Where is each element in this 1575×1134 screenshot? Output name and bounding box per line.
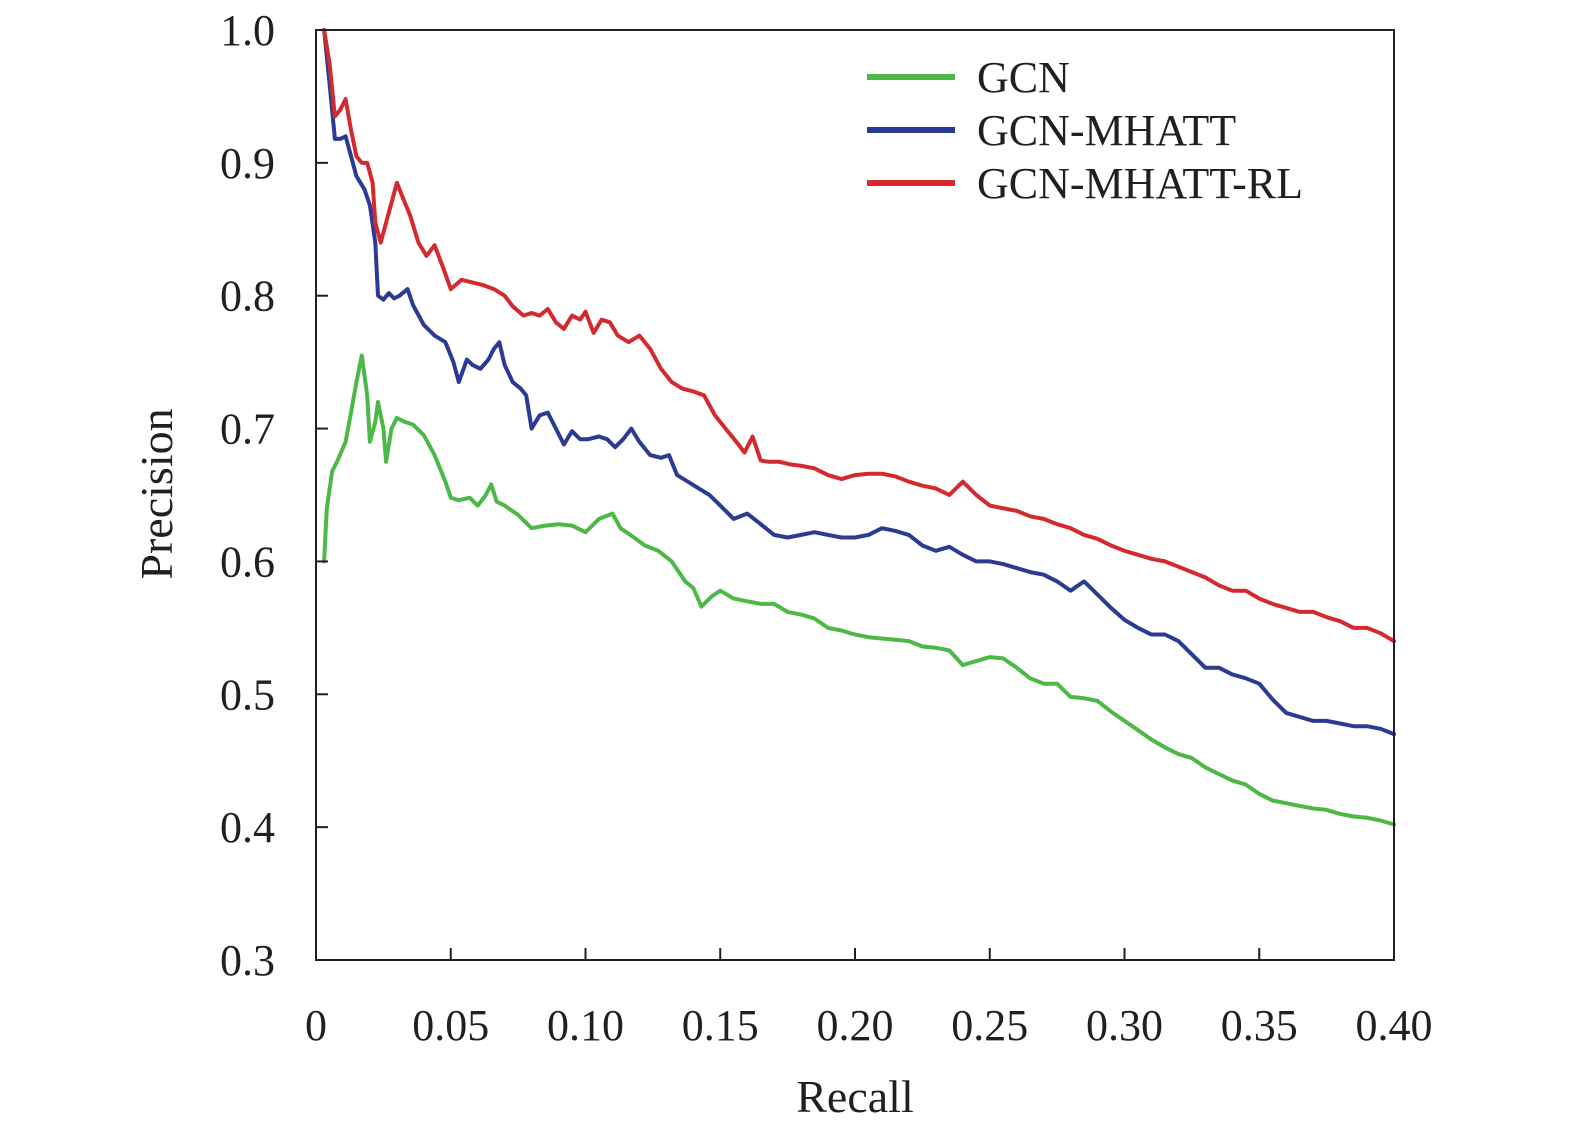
series-line-gcn [322,353,1396,827]
y-tick-label: 1.0 [220,6,275,55]
y-tick-label: 0.6 [220,537,275,586]
x-axis: 0 0.05 0.10 0.15 0.20 0.25 0.30 0.35 0.40 [305,948,1433,1050]
series-layer [322,28,1396,827]
y-tick-label: 0.8 [220,272,275,321]
y-tick-label: 0.9 [220,139,275,188]
x-axis-title: Recall [796,1071,914,1122]
series-line-gcn-mhatt-rl [322,28,1396,644]
legend-label-gcn-mhatt-rl: GCN-MHATT-RL [977,159,1303,208]
x-tick-label: 0.10 [547,1001,624,1050]
legend-label-gcn-mhatt: GCN-MHATT [977,106,1236,155]
x-tick-label: 0.40 [1356,1001,1433,1050]
x-tick-label: 0.30 [1086,1001,1163,1050]
x-tick-label: 0.15 [682,1001,759,1050]
y-axis-title: Precision [131,408,182,579]
y-tick-label: 0.3 [220,936,275,985]
x-tick-label: 0.20 [817,1001,894,1050]
y-tick-label: 0.5 [220,670,275,719]
x-tick-label: 0.05 [412,1001,489,1050]
y-tick-label: 0.7 [220,405,275,454]
y-tick-label: 0.4 [220,803,275,852]
series-line-gcn-mhatt [322,28,1396,737]
x-tick-label: 0.35 [1221,1001,1298,1050]
x-tick-label: 0 [305,1001,327,1050]
x-tick-label: 0.25 [951,1001,1028,1050]
legend-label-gcn: GCN [977,53,1070,102]
y-axis: 0.3 0.4 0.5 0.6 0.7 0.8 0.9 1.0 [220,6,328,985]
